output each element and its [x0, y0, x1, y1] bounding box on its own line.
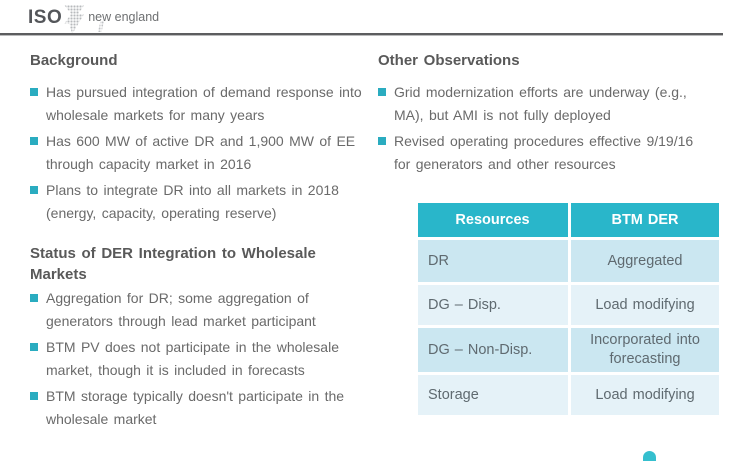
table-row: Storage Load modifying	[418, 375, 719, 415]
list-item: BTM PV does not participate in the whole…	[30, 336, 366, 382]
table-cell-btm-der: Aggregated	[571, 240, 719, 282]
logo-flag-tail-icon	[98, 21, 104, 32]
bullet-square-icon	[30, 88, 38, 96]
status-heading: Status of DER Integration to Wholesale M…	[30, 245, 316, 283]
table-cell-resource: Storage	[418, 375, 568, 415]
observations-list: Grid modernization efforts are underway …	[378, 81, 714, 179]
table-cell-btm-der: Incorporated into forecasting	[571, 328, 719, 372]
table-header-row: Resources BTM DER	[418, 203, 719, 237]
table-row: DG – Non-Disp. Incorporated into forecas…	[418, 328, 719, 372]
bullet-square-icon	[378, 88, 386, 96]
list-item: Has pursued integration of demand respon…	[30, 81, 364, 127]
background-list: Has pursued integration of demand respon…	[30, 81, 364, 228]
table-header-btm-der: BTM DER	[571, 203, 719, 237]
list-item: Has 600 MW of active DR and 1,900 MW of …	[30, 130, 364, 176]
logo-name-text: new england	[88, 10, 160, 24]
status-list: Aggregation for DR; some aggregation of …	[30, 287, 366, 434]
bullet-text: Has 600 MW of active DR and 1,900 MW of …	[46, 133, 356, 172]
list-item: Revised operating procedures effective 9…	[378, 130, 714, 176]
table-header-resources: Resources	[418, 203, 568, 237]
bullet-text: Aggregation for DR; some aggregation of …	[46, 290, 316, 329]
bullet-square-icon	[30, 186, 38, 194]
bullet-square-icon	[30, 294, 38, 302]
resources-table: Resources BTM DER DR Aggregated DG – Dis…	[415, 200, 722, 418]
bullet-text: Has pursued integration of demand respon…	[46, 84, 362, 123]
bullet-square-icon	[30, 392, 38, 400]
table-cell-btm-der: Load modifying	[571, 285, 719, 325]
table-cell-btm-der: Load modifying	[571, 375, 719, 415]
list-item: Plans to integrate DR into all markets i…	[30, 179, 364, 225]
logo-flag-icon	[64, 5, 85, 34]
observations-heading: Other Observations	[378, 52, 520, 69]
table-cell-resource: DG – Disp.	[418, 285, 568, 325]
bullet-square-icon	[30, 343, 38, 351]
bullet-text: Plans to integrate DR into all markets i…	[46, 182, 339, 221]
bullet-text: BTM storage typically doesn't participat…	[46, 388, 345, 427]
bullet-square-icon	[30, 137, 38, 145]
background-heading: Background	[30, 52, 118, 69]
bullet-square-icon	[378, 137, 386, 145]
bullet-text: Grid modernization efforts are underway …	[394, 84, 687, 123]
table-cell-resource: DR	[418, 240, 568, 282]
list-item: Grid modernization efforts are underway …	[378, 81, 714, 127]
list-item: Aggregation for DR; some aggregation of …	[30, 287, 366, 333]
logo-iso-text: ISO	[28, 7, 63, 28]
iso-ne-logo: ISO new england	[28, 5, 160, 34]
iso-swoosh-logo-partial-icon	[643, 451, 656, 461]
bullet-text: BTM PV does not participate in the whole…	[46, 339, 339, 378]
table-cell-resource: DG – Non-Disp.	[418, 328, 568, 372]
table-row: DR Aggregated	[418, 240, 719, 282]
bullet-text: Revised operating procedures effective 9…	[394, 133, 694, 172]
table-row: DG – Disp. Load modifying	[418, 285, 719, 325]
header-divider	[0, 33, 723, 36]
list-item: BTM storage typically doesn't participat…	[30, 385, 366, 431]
